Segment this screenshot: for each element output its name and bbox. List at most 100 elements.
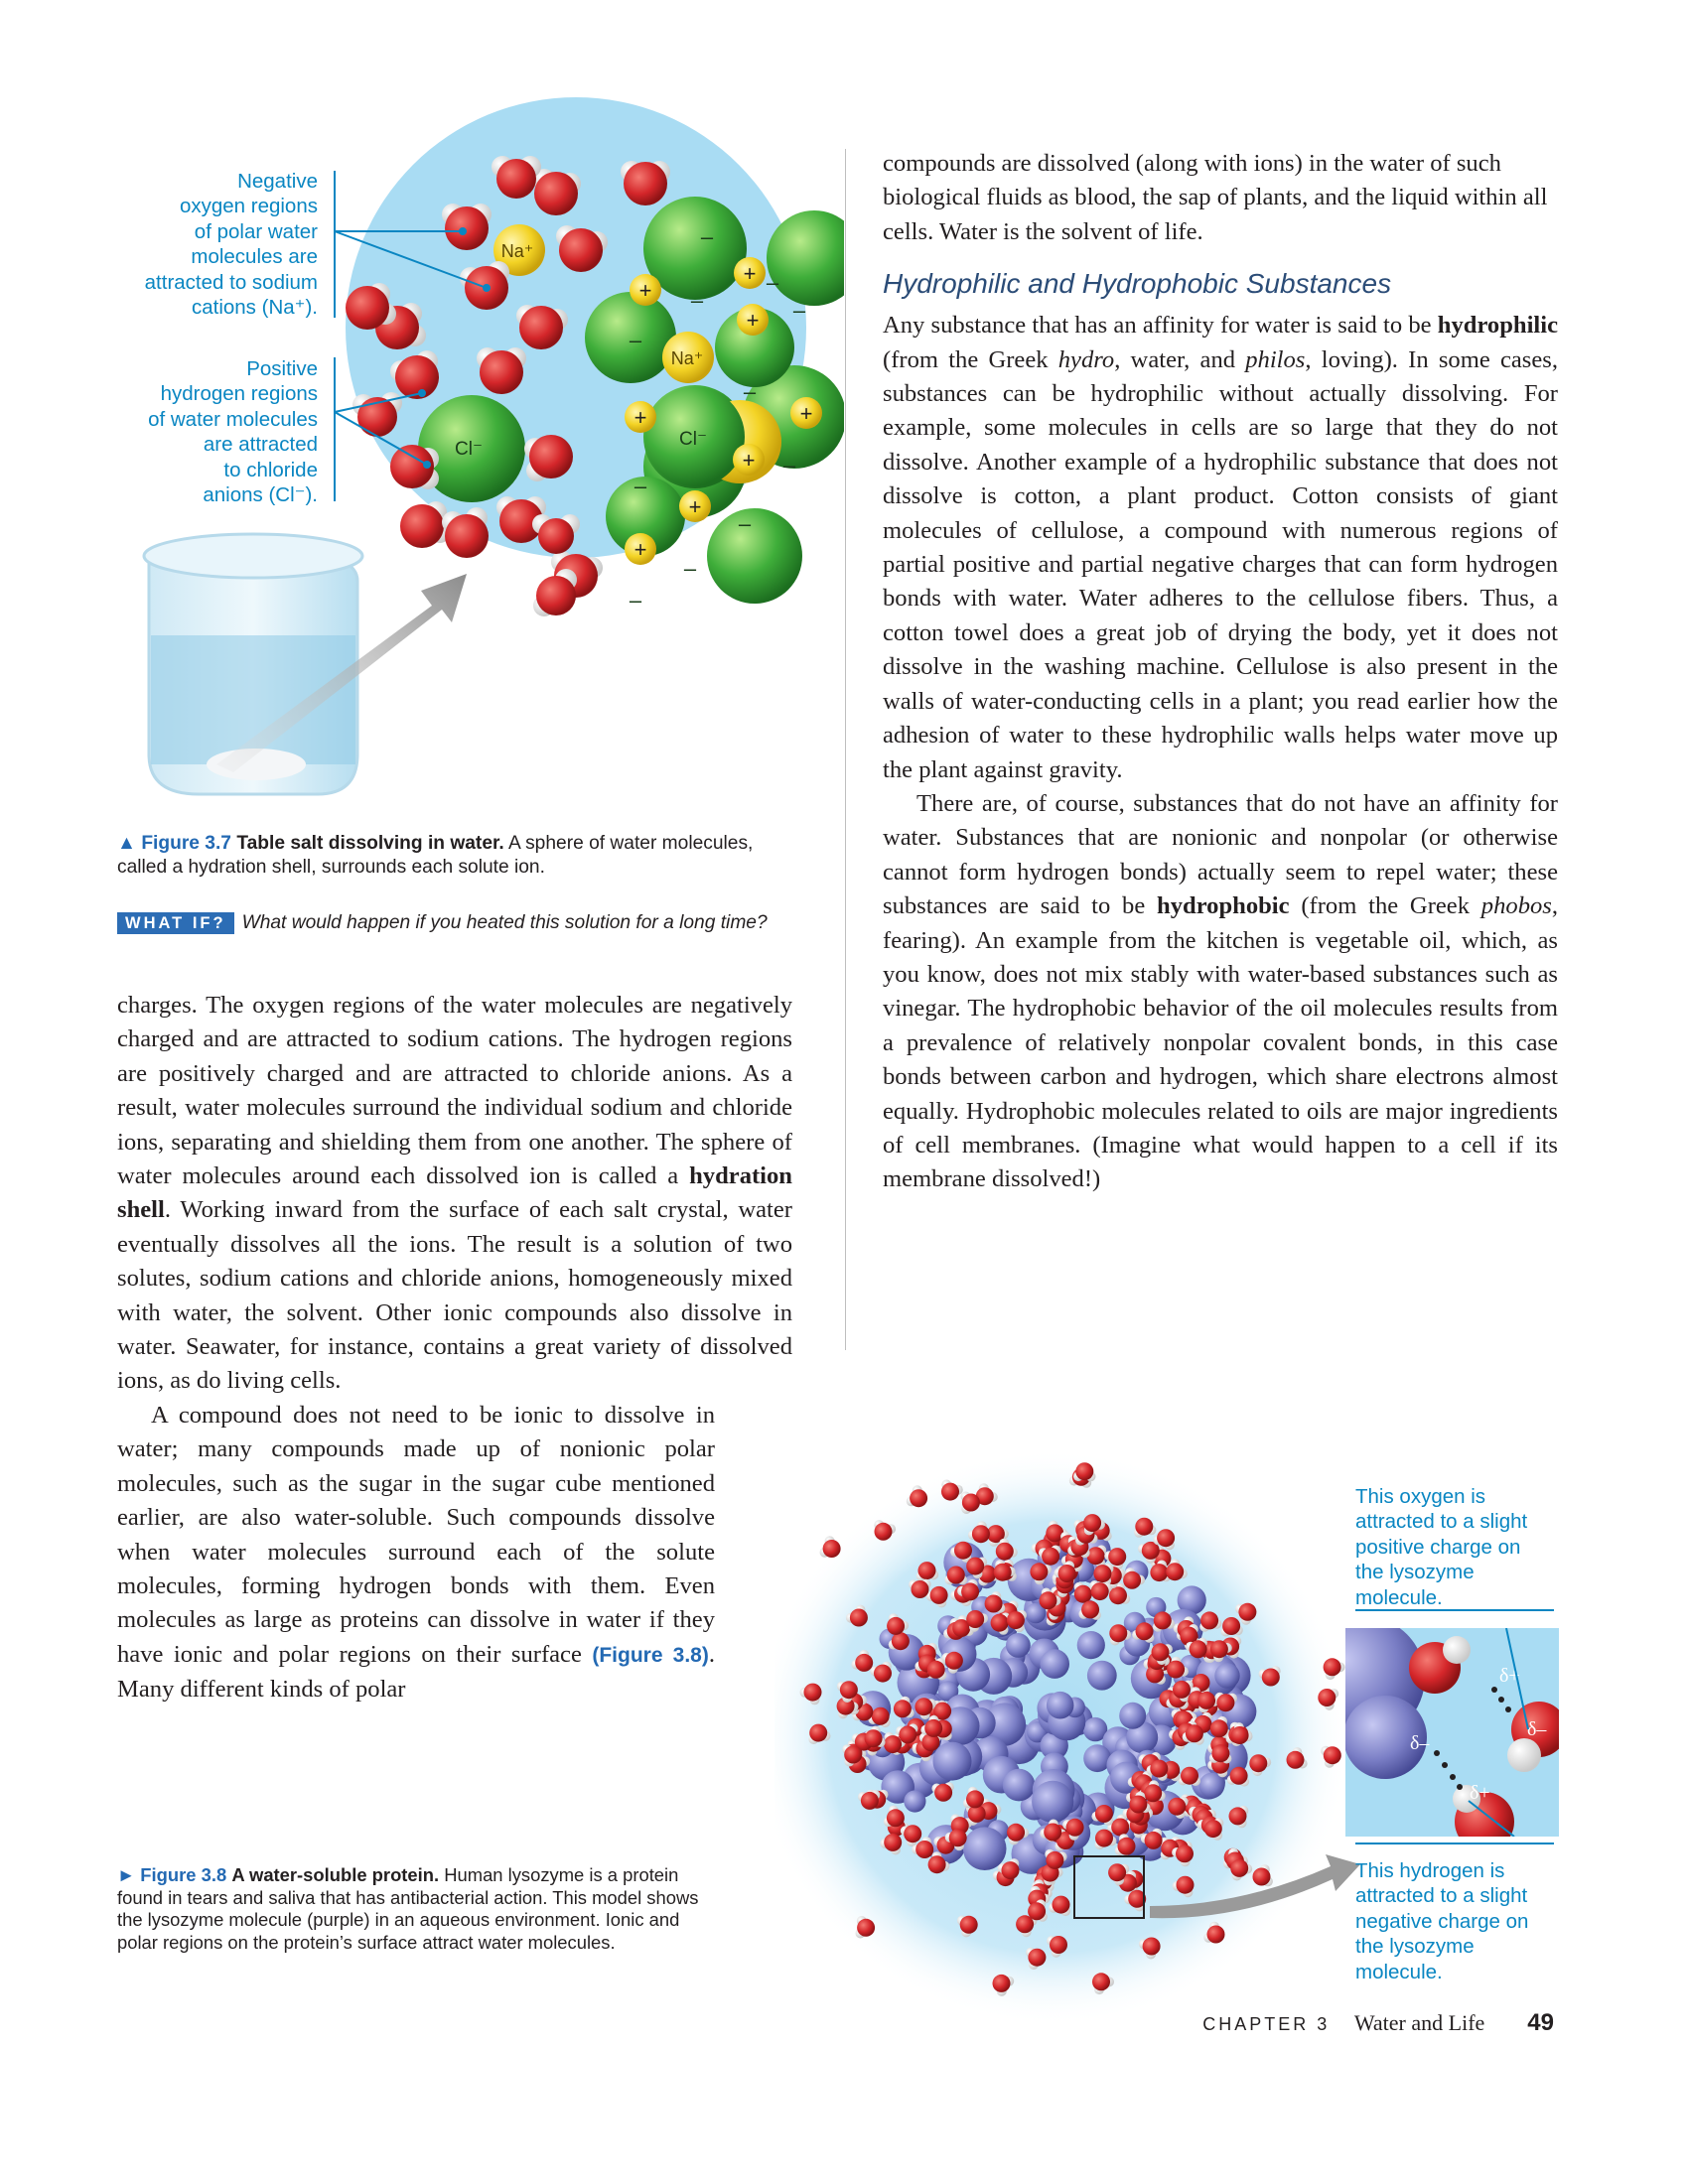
callout-line: of polar water — [194, 219, 318, 243]
plus-markers — [625, 257, 822, 565]
water-molecule — [1062, 1818, 1084, 1841]
callout-line: negative charge on — [1355, 1909, 1529, 1933]
water-molecule — [1016, 1915, 1038, 1938]
water-molecule — [995, 1538, 1018, 1561]
zoom-arrow — [1150, 1854, 1360, 1919]
delta-plus-label: δ+ — [1470, 1782, 1490, 1804]
protein-atom — [1082, 1716, 1108, 1742]
page-footer: CHAPTER 3 Water and Life 49 — [1187, 2009, 1554, 2037]
water-molecule — [1230, 1722, 1253, 1744]
plus-sign: + — [747, 308, 760, 333]
minus-sign: – — [767, 270, 779, 295]
sodium-ion — [662, 332, 714, 383]
callout-rule — [1355, 1843, 1554, 1844]
callout-negative-oxygen: Negative oxygen regions of polar water m… — [109, 169, 318, 320]
water-molecule — [1286, 1747, 1308, 1769]
callout-line: attracted to sodium — [144, 270, 318, 294]
callout-line: molecule. — [1355, 1585, 1443, 1609]
water-molecule — [1150, 1560, 1172, 1582]
water-molecule — [864, 1725, 886, 1748]
callout-line: This hydrogen is — [1355, 1859, 1505, 1882]
protein-atom — [937, 1681, 959, 1702]
text-run: There are, of course, substances that do… — [883, 789, 1558, 920]
water-molecule — [1045, 1848, 1067, 1869]
water-molecule — [1167, 1656, 1189, 1679]
text-run: charges. The oxygen regions of the water… — [117, 992, 792, 1190]
water-molecule — [960, 1491, 980, 1514]
paragraph: There are, of course, substances that do… — [883, 787, 1558, 1197]
water-molecule — [941, 1651, 963, 1674]
water-molecule — [1091, 1805, 1114, 1826]
text-run: . Working inward from the surface of eac… — [117, 1196, 792, 1395]
water-molecule — [1039, 1587, 1061, 1610]
page-number: 49 — [1527, 2009, 1554, 2036]
water-molecule — [1186, 1637, 1207, 1659]
chloride-ion — [645, 387, 745, 486]
water-molecule — [984, 1591, 1006, 1613]
protein-atom — [1002, 1768, 1036, 1802]
callout-line: Positive — [246, 357, 318, 380]
callout-rule — [1355, 1609, 1554, 1611]
caption-text: A sphere of water molecules, called a hy… — [117, 833, 754, 878]
water-molecule — [1203, 1818, 1224, 1841]
protein-atom — [1198, 1772, 1225, 1799]
water-molecule — [957, 1578, 980, 1601]
water-molecule — [1146, 1759, 1169, 1781]
callout-oxygen: This oxygen is attracted to a slight pos… — [1355, 1484, 1569, 1610]
water-molecule — [927, 1851, 950, 1874]
text-run: phobos — [1480, 892, 1552, 920]
minus-sign: – — [691, 288, 704, 313]
water-molecule — [1258, 1666, 1281, 1687]
figure-title: A water-soluble protein. — [231, 1864, 440, 1885]
lysozyme-illustration — [774, 1449, 1360, 2025]
water-molecule — [1104, 1548, 1127, 1570]
protein-atom — [1119, 1702, 1147, 1729]
water-molecule — [836, 1697, 859, 1719]
text-run: hydro — [1057, 345, 1115, 373]
protein-atom — [962, 1827, 1007, 1870]
water-molecule — [1028, 1899, 1048, 1922]
water-molecule — [990, 1612, 1011, 1635]
callout-line: to chloride — [223, 458, 318, 481]
water-molecule — [808, 1723, 831, 1744]
what-if-box: WHAT IF? What would happen if you heated … — [117, 911, 802, 935]
water-molecule — [1168, 1796, 1189, 1819]
water-molecule — [1006, 1609, 1027, 1633]
water-molecule — [1124, 1889, 1147, 1912]
water-molecule — [956, 1915, 978, 1938]
water-molecule — [883, 1805, 905, 1828]
water-molecules — [346, 156, 670, 616]
protein-atom — [1025, 1602, 1047, 1624]
water-molecule — [1152, 1611, 1176, 1632]
protein-atom — [1126, 1721, 1159, 1754]
paragraph: charges. The oxygen regions of the water… — [117, 989, 792, 1399]
water-molecule — [799, 1683, 822, 1706]
water-molecule — [1114, 1834, 1136, 1856]
figure-label: ▲ Figure 3.7 — [117, 833, 231, 854]
water-molecules — [799, 1462, 1345, 1996]
water-molecule — [1073, 1581, 1096, 1603]
sodium-label: Na⁺ — [671, 348, 704, 368]
water-molecule — [1252, 1864, 1273, 1887]
water-molecule — [1203, 1921, 1225, 1944]
callout-line: of water molecules — [148, 407, 318, 431]
figure-3-8-link[interactable]: (Figure 3.8) — [592, 1643, 709, 1667]
chloride-label: Cl⁻ — [455, 439, 483, 460]
minus-sign: – — [793, 298, 806, 323]
callout-line: cations (Na⁺). — [191, 296, 318, 320]
hydrogen-bond-inset: δ+ δ– δ– δ+ — [1345, 1628, 1559, 1837]
plus-sign: + — [689, 494, 702, 519]
water-molecule — [1054, 1561, 1076, 1582]
water-molecule — [880, 1833, 903, 1855]
text-run: A compound does not need to be ionic to … — [117, 1401, 715, 1668]
water-molecule — [997, 1858, 1020, 1880]
water-molecule — [1108, 1863, 1130, 1885]
water-molecule — [1318, 1689, 1339, 1710]
water-molecule — [1092, 1973, 1114, 1995]
water-molecule — [931, 1782, 954, 1802]
water-molecule — [896, 1723, 918, 1744]
protein-atom — [904, 1790, 926, 1813]
text-run: (from the Greek — [1301, 892, 1471, 920]
water-molecule — [1047, 1936, 1067, 1958]
callout-positive-hydrogen: Positive hydrogen regions of water molec… — [109, 356, 318, 507]
